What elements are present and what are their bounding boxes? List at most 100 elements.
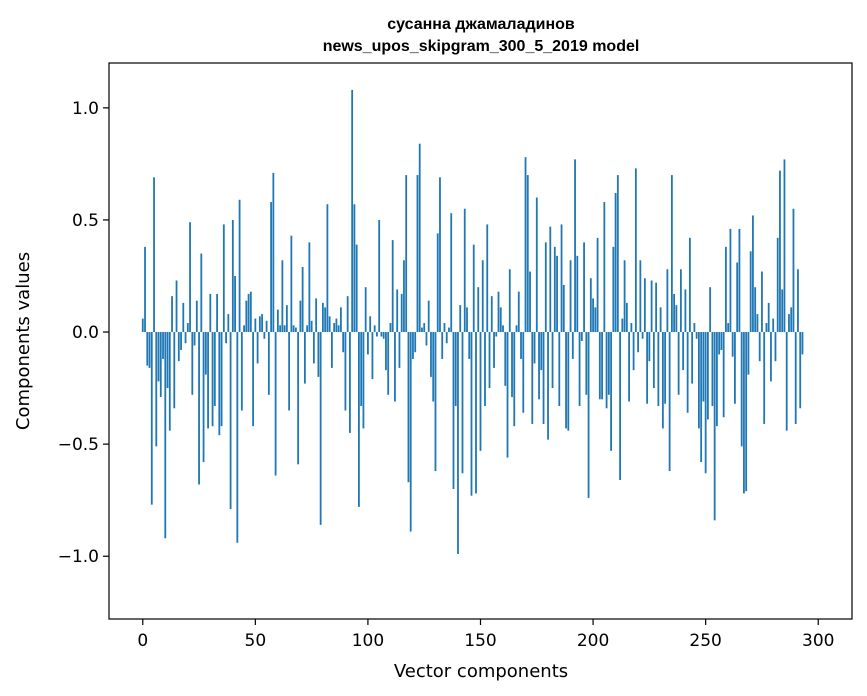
bar [432,332,435,402]
bar [470,332,473,496]
bar [693,323,696,333]
bar [301,267,304,333]
bar [542,332,545,424]
bar [342,332,345,353]
bar [200,253,203,333]
bar [294,327,297,333]
bar [524,157,527,333]
bar [312,332,315,364]
bar [333,323,336,333]
bar [779,170,781,333]
bar [526,175,529,333]
bar [774,332,777,362]
bar [389,323,392,333]
bar [407,332,410,483]
bar [231,219,234,333]
bar [270,202,273,333]
bar [571,332,574,359]
bar [657,332,660,407]
bar [326,204,329,333]
bar [614,193,617,333]
bar [396,289,399,333]
bar [655,282,658,333]
bar [337,325,340,333]
bar [684,289,687,333]
bar [493,332,495,368]
x-tick-label: 250 [689,631,721,651]
bar [267,332,270,395]
bar [607,332,610,395]
bar [560,224,563,333]
bar [628,332,630,402]
bar [283,325,286,333]
bar [484,332,486,407]
bar [211,332,214,427]
y-tick-label: −1.0 [58,547,99,567]
bar [670,175,673,333]
bar [499,307,502,333]
bar [168,332,171,431]
bar [515,325,518,333]
x-tick-label: 300 [802,631,834,651]
bar [398,332,401,368]
bar [758,332,761,362]
bar [303,332,306,384]
bar [346,296,349,333]
bar [621,318,624,333]
bar [216,293,218,333]
bar [457,332,459,554]
bar [198,332,200,485]
bar [589,278,592,333]
bar [153,177,155,333]
bar [598,332,601,400]
bar [643,278,646,333]
bars-group [141,89,804,554]
bar [466,307,468,333]
bar [567,332,570,431]
bar [747,332,750,375]
bar [414,332,417,353]
bar [382,332,385,339]
bar [229,332,232,510]
bar [209,293,212,333]
bar [150,332,153,505]
bar [666,269,669,333]
bar [477,287,480,333]
bar [711,332,714,407]
bar [700,332,703,463]
bar [547,332,549,440]
bar [439,177,441,333]
bar [729,228,732,333]
bar [738,228,741,333]
bar [331,332,333,368]
y-tick-label: 0.0 [72,323,99,343]
bar [797,269,799,333]
bar [387,332,390,395]
bar [475,332,477,494]
bar [592,298,594,333]
bar [252,332,254,427]
bar [562,284,565,333]
bar [358,332,360,507]
bar [454,332,457,407]
bar [765,323,768,333]
bar [610,332,612,451]
bar [558,332,561,407]
bar [276,309,279,333]
bar [213,332,216,407]
bar [508,269,511,333]
bar [675,305,678,333]
bar [434,332,437,472]
bar [535,197,538,333]
bar [801,332,804,355]
bar [578,332,581,407]
bar [227,314,230,333]
bar [761,271,763,333]
bar [646,332,649,404]
bar [180,332,182,350]
x-tick-label: 50 [245,631,267,651]
bar [698,332,700,429]
bar [634,168,637,333]
bar [450,213,453,333]
bar [155,332,158,447]
